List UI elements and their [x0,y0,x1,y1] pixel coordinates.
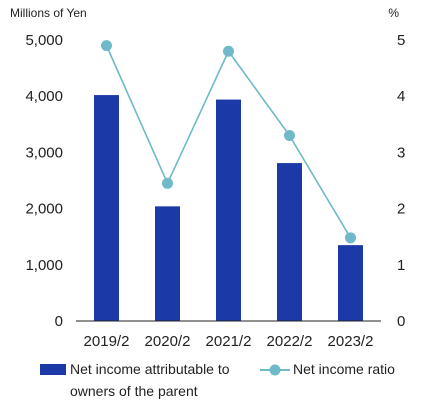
right-axis-tick-label: 3 [397,144,405,161]
bar [338,245,363,321]
line-point [162,177,173,189]
bar-series [94,95,363,322]
bar [155,206,180,321]
line-point [223,45,234,57]
left-axis-tick-label: 4,000 [25,88,63,105]
left-axis-tick-label: 3,000 [25,144,63,161]
right-axis-tick-label: 2 [397,201,405,218]
left-axis-tick-label: 1,000 [25,257,63,274]
left-axis-tick-label: 0 [55,313,63,330]
line-point [101,40,112,52]
left-axis-ticks: 0 1,000 2,000 3,000 4,000 5,000 [25,32,63,330]
legend-bar-label-line2: owners of the parent [70,383,198,399]
right-axis-unit-label: % [388,6,399,20]
x-axis-tick-label: 2019/2 [84,333,130,350]
bar [94,95,119,322]
bar [277,163,302,321]
line-series [101,40,356,244]
x-axis-tick-label: 2020/2 [145,333,191,350]
right-axis-tick-label: 0 [397,313,405,330]
line-point [284,130,295,142]
left-axis-tick-label: 2,000 [25,201,63,218]
x-axis-ticks: 2019/2 2020/2 2021/2 2022/2 2023/2 [84,333,374,350]
left-axis-unit-label: Millions of Yen [10,6,87,20]
legend-bar-swatch [40,364,66,375]
bar [216,99,241,322]
x-axis-tick-label: 2023/2 [328,333,374,350]
right-axis-ticks: 0 1 2 3 4 5 [397,32,405,330]
legend-bar-label-line1: Net income attributable to [70,361,230,377]
x-axis-tick-label: 2022/2 [267,333,313,350]
legend: Net income attributable to owners of the… [40,361,395,399]
legend-line-marker [269,364,281,376]
right-axis-tick-label: 1 [397,257,405,274]
left-axis-tick-label: 5,000 [25,32,63,49]
right-axis-tick-label: 4 [397,88,405,105]
right-axis-tick-label: 5 [397,32,405,49]
line-point [345,232,356,244]
legend-line-label: Net income ratio [293,361,395,377]
x-axis-tick-label: 2021/2 [206,333,252,350]
